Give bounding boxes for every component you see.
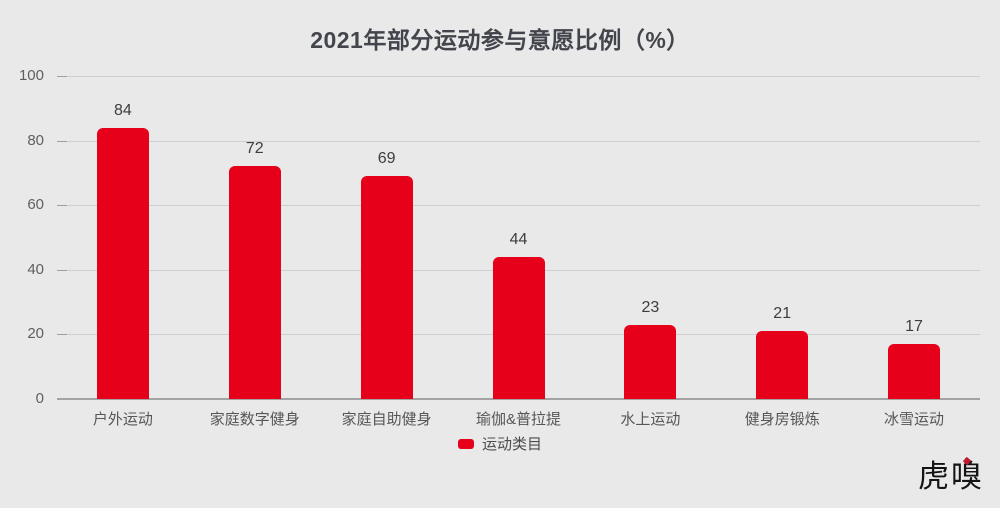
category-label: 冰雪运动	[884, 411, 945, 428]
category-label: 瑜伽&普拉提	[475, 411, 561, 428]
ytick-label: 0	[35, 390, 44, 407]
ytick-label: 100	[18, 67, 44, 84]
ytick-label: 80	[27, 131, 44, 149]
ytick-mark	[57, 334, 67, 336]
gridline	[57, 76, 980, 77]
category-label: 户外运动	[92, 411, 153, 428]
gridline	[57, 205, 980, 207]
ytick-label: 60	[27, 196, 44, 214]
category-label: 家庭自助健身	[341, 411, 432, 428]
gridline	[57, 398, 980, 400]
legend-marker-icon	[457, 438, 474, 449]
category-label: 水上运动	[620, 411, 681, 428]
bar	[888, 344, 941, 399]
legend-label: 运动类目	[481, 436, 542, 453]
bar-value-label: 44	[509, 230, 528, 248]
ytick-mark	[57, 140, 67, 142]
bar	[96, 127, 149, 399]
huxiu-logo-text: 虎嗅	[918, 458, 984, 495]
category-label: 健身房锻炼	[744, 411, 820, 428]
ytick-mark	[57, 269, 67, 271]
legend: 运动类目	[0, 433, 1000, 454]
bar-value-label: 23	[641, 298, 660, 316]
ytick-mark	[57, 205, 67, 207]
bar-value-label: 21	[773, 305, 792, 323]
bar-value-label: 84	[114, 101, 132, 119]
bar	[756, 331, 809, 399]
bar	[360, 176, 413, 399]
bar-value-label: 69	[377, 150, 396, 168]
ytick-mark	[57, 76, 67, 77]
chart-title: 2021年部分运动参与意愿比例（%）	[310, 27, 690, 53]
gridline	[57, 140, 980, 142]
huxiu-logo: 虎嗅	[918, 456, 984, 496]
category-label: 家庭数字健身	[209, 411, 300, 428]
bar-value-label: 17	[905, 318, 923, 336]
bar	[228, 166, 281, 399]
ytick-label: 40	[27, 260, 44, 278]
bar	[492, 256, 545, 399]
ytick-label: 20	[27, 325, 44, 343]
bar	[624, 324, 677, 399]
bar-value-label: 72	[245, 140, 264, 158]
